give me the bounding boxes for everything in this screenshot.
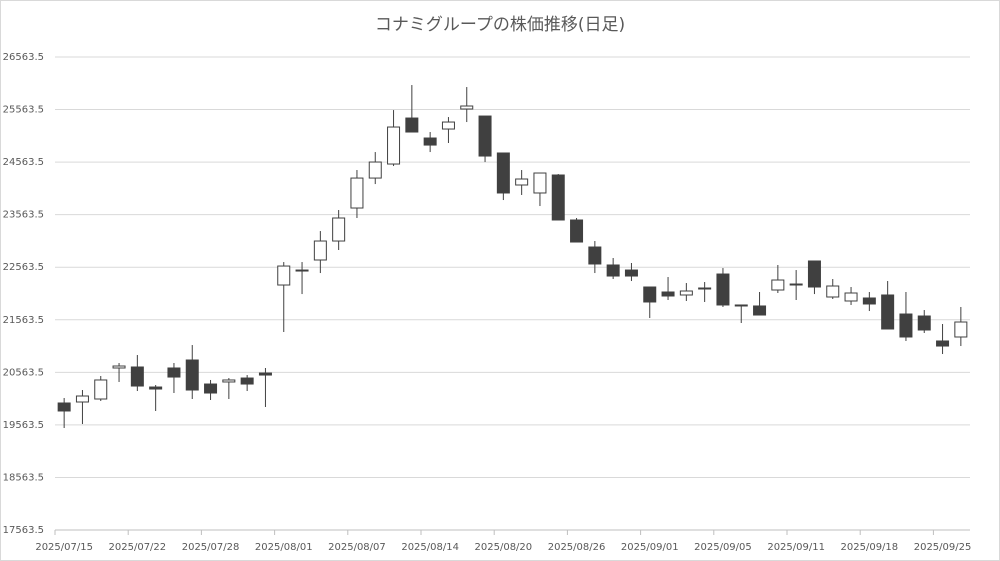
candle-body	[917, 315, 931, 331]
candle-body	[277, 265, 291, 286]
candle-body	[606, 264, 620, 277]
candle-body	[368, 161, 382, 179]
candle-body	[734, 304, 748, 307]
y-tick-label: 18563.5	[3, 472, 44, 483]
candle-body	[130, 366, 144, 387]
x-tick-label: 2025/09/25	[914, 542, 972, 553]
candle-body	[496, 152, 510, 194]
candle-body	[332, 217, 346, 242]
y-tick-label: 21563.5	[3, 315, 44, 326]
candle-body	[149, 386, 163, 390]
candle-body	[679, 290, 693, 296]
y-tick-label: 23563.5	[3, 210, 44, 221]
candle-body	[387, 126, 401, 165]
candle-body	[789, 283, 803, 286]
candle-body	[313, 240, 327, 261]
candle-body	[478, 115, 492, 157]
candle-body	[844, 292, 858, 302]
x-tick-label: 2025/09/11	[767, 542, 825, 553]
y-tick-label: 22563.5	[3, 262, 44, 273]
x-tick-label: 2025/09/18	[841, 542, 899, 553]
y-tick-label: 26563.5	[3, 52, 44, 63]
x-tick-label: 2025/09/01	[621, 542, 679, 553]
candle-body	[826, 285, 840, 298]
candle-body	[94, 379, 108, 400]
candle-body	[441, 121, 455, 130]
y-tick-label: 17563.5	[3, 525, 44, 536]
candle-body	[75, 395, 89, 403]
candle-body	[716, 273, 730, 306]
x-tick-label: 2025/08/07	[328, 542, 386, 553]
candle-body	[167, 367, 181, 378]
candle-body	[862, 297, 876, 305]
candle-body	[936, 340, 950, 347]
x-tick-label: 2025/09/05	[694, 542, 752, 553]
chart-title: コナミグループの株価推移(日足)	[375, 15, 625, 35]
candle-body	[204, 383, 218, 394]
candle-body	[643, 286, 657, 303]
candle-body	[240, 377, 254, 385]
candle-body	[661, 291, 675, 297]
candle-body	[222, 379, 236, 383]
candle-body	[185, 359, 199, 391]
candle-body	[295, 269, 309, 272]
y-tick-label: 19563.5	[3, 420, 44, 431]
x-tick-label: 2025/07/22	[109, 542, 167, 553]
x-tick-label: 2025/08/01	[255, 542, 313, 553]
candle-body	[112, 365, 126, 369]
candle-body	[460, 105, 474, 110]
candle-body	[258, 372, 272, 376]
x-tick-label: 2025/08/20	[475, 542, 533, 553]
candle-body	[624, 269, 638, 277]
candle-body	[57, 402, 71, 412]
x-tick-label: 2025/08/14	[401, 542, 459, 553]
y-tick-label: 25563.5	[3, 105, 44, 116]
candle-body	[698, 287, 712, 290]
candle-body	[515, 178, 529, 186]
candle-body	[881, 294, 895, 330]
candle-body	[551, 174, 565, 221]
candle-body	[533, 172, 547, 194]
candle-body	[753, 305, 767, 316]
candle-body	[423, 137, 437, 146]
candle-body	[405, 117, 419, 133]
candle-body	[807, 260, 821, 288]
x-tick-label: 2025/07/28	[182, 542, 240, 553]
candle-body	[570, 219, 584, 243]
y-tick-label: 24563.5	[3, 157, 44, 168]
candle-body	[588, 246, 602, 265]
candle-body	[350, 177, 364, 209]
x-tick-label: 2025/08/26	[548, 542, 606, 553]
candle-body	[771, 279, 785, 291]
y-tick-label: 20563.5	[3, 367, 44, 378]
x-tick-label: 2025/07/15	[35, 542, 93, 553]
candle-body	[899, 313, 913, 338]
candle-body	[954, 321, 968, 338]
